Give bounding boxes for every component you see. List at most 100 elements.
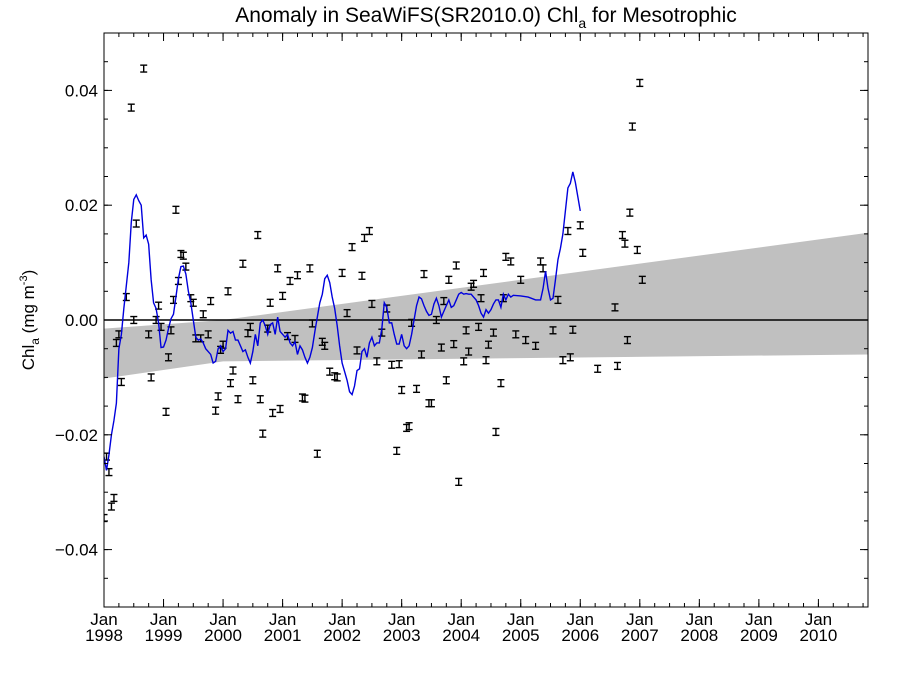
data-point [626, 208, 634, 217]
x-tick-year-label: 2006 [561, 626, 599, 645]
data-point [638, 275, 646, 284]
x-tick-year-label: 2003 [383, 626, 421, 645]
data-point [393, 446, 401, 456]
data-point [365, 226, 373, 236]
data-point [532, 341, 540, 350]
y-tick-label: −0.04 [55, 541, 98, 560]
data-point [450, 339, 458, 349]
data-point [480, 268, 488, 278]
svg-text:Chla (mg m-3): Chla (mg m-3) [18, 270, 42, 371]
data-point [132, 219, 140, 228]
x-tick-month-label: Jan [745, 610, 772, 629]
x-tick-month-label: Jan [626, 610, 653, 629]
y-tick-label: 0.04 [65, 81, 98, 100]
data-point [636, 78, 644, 88]
data-point [110, 493, 118, 503]
data-point [502, 252, 510, 262]
data-point [512, 330, 520, 339]
data-point [477, 294, 485, 303]
data-point [452, 261, 460, 270]
data-point [566, 353, 574, 362]
x-tick-month-label: Jan [269, 610, 296, 629]
data-point [539, 264, 547, 273]
data-point [321, 341, 329, 350]
data-point [460, 357, 468, 366]
data-point [611, 303, 619, 312]
x-tick-month-label: Jan [209, 610, 236, 629]
x-tick-year-label: 2010 [799, 626, 837, 645]
data-point [212, 406, 220, 415]
data-point [343, 308, 351, 318]
data-point [475, 322, 483, 332]
title-suffix: for Mesotrophic [586, 4, 737, 27]
data-point [162, 407, 170, 416]
data-point [455, 477, 463, 487]
data-point [427, 399, 435, 408]
data-point [147, 373, 155, 382]
data-point [465, 347, 473, 356]
data-point [229, 366, 237, 375]
x-tick-year-label: 2004 [442, 626, 480, 645]
ylabel-unit: (mg m [19, 285, 38, 338]
plot-area: −0.04−0.020.000.020.04Jan1998Jan1999Jan2… [55, 32, 869, 645]
y-tick-label: 0.02 [65, 196, 98, 215]
x-tick-year-label: 2009 [740, 626, 778, 645]
x-tick-month-label: Jan [150, 610, 177, 629]
chart-title: Anomaly in SeaWiFS(SR2010.0) Chla for Me… [235, 4, 737, 31]
data-point [274, 264, 282, 273]
data-point [256, 395, 264, 404]
title-subscript: a [578, 15, 586, 31]
data-point [621, 239, 629, 248]
data-point [266, 298, 274, 307]
data-point [628, 122, 636, 131]
x-tick-year-label: 2005 [502, 626, 540, 645]
data-point [286, 276, 294, 286]
data-point [507, 257, 515, 266]
data-point [140, 64, 148, 73]
x-tick-month-label: Jan [507, 610, 534, 629]
data-point [388, 360, 396, 369]
data-point [104, 513, 108, 523]
data-point [537, 257, 545, 266]
data-point [164, 353, 172, 362]
data-point [373, 357, 381, 366]
data-point [306, 264, 314, 273]
data-point [239, 259, 247, 268]
data-point [179, 251, 187, 260]
data-point [338, 268, 346, 278]
y-tick-label: 0.00 [65, 311, 98, 330]
x-tick-month-label: Jan [90, 610, 117, 629]
x-tick-year-label: 2000 [204, 626, 242, 645]
x-tick-year-label: 2001 [264, 626, 302, 645]
data-point [269, 408, 277, 418]
data-point [442, 376, 450, 385]
data-point [413, 384, 421, 394]
x-tick-month-label: Jan [328, 610, 355, 629]
data-point [358, 271, 366, 280]
data-point [353, 346, 361, 355]
data-point [579, 248, 587, 257]
ylabel-main: Chl [19, 345, 38, 371]
data-point [522, 335, 530, 345]
data-point [234, 395, 242, 404]
data-point [214, 392, 222, 401]
data-point [199, 310, 207, 319]
data-point [333, 373, 341, 382]
data-point [420, 269, 428, 279]
data-point [559, 356, 567, 365]
data-point [554, 295, 562, 305]
data-point [497, 378, 505, 388]
data-point [246, 322, 254, 332]
data-point [470, 279, 478, 288]
data-point [432, 315, 440, 325]
data-point [145, 330, 153, 339]
data-point [517, 275, 525, 284]
data-point [207, 296, 215, 306]
data-point [107, 502, 115, 511]
y-tick-label: −0.02 [55, 426, 98, 445]
data-point [360, 233, 368, 243]
data-point [182, 262, 190, 271]
y-axis-label: Chla (mg m-3) [18, 270, 42, 371]
x-tick-month-label: Jan [388, 610, 415, 629]
